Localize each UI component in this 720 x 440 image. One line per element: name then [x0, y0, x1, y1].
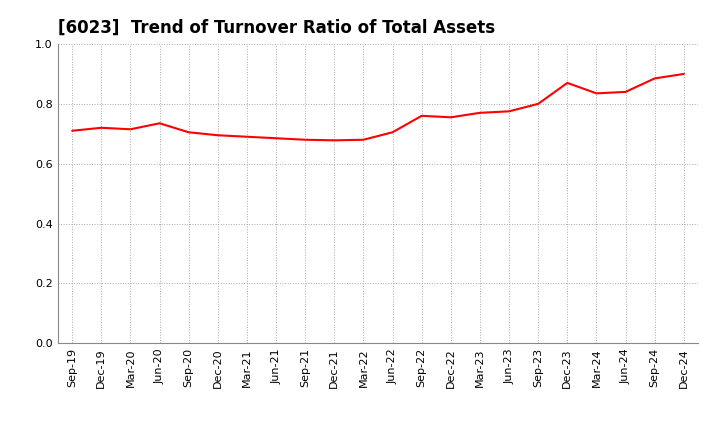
Text: [6023]  Trend of Turnover Ratio of Total Assets: [6023] Trend of Turnover Ratio of Total … — [58, 19, 495, 37]
